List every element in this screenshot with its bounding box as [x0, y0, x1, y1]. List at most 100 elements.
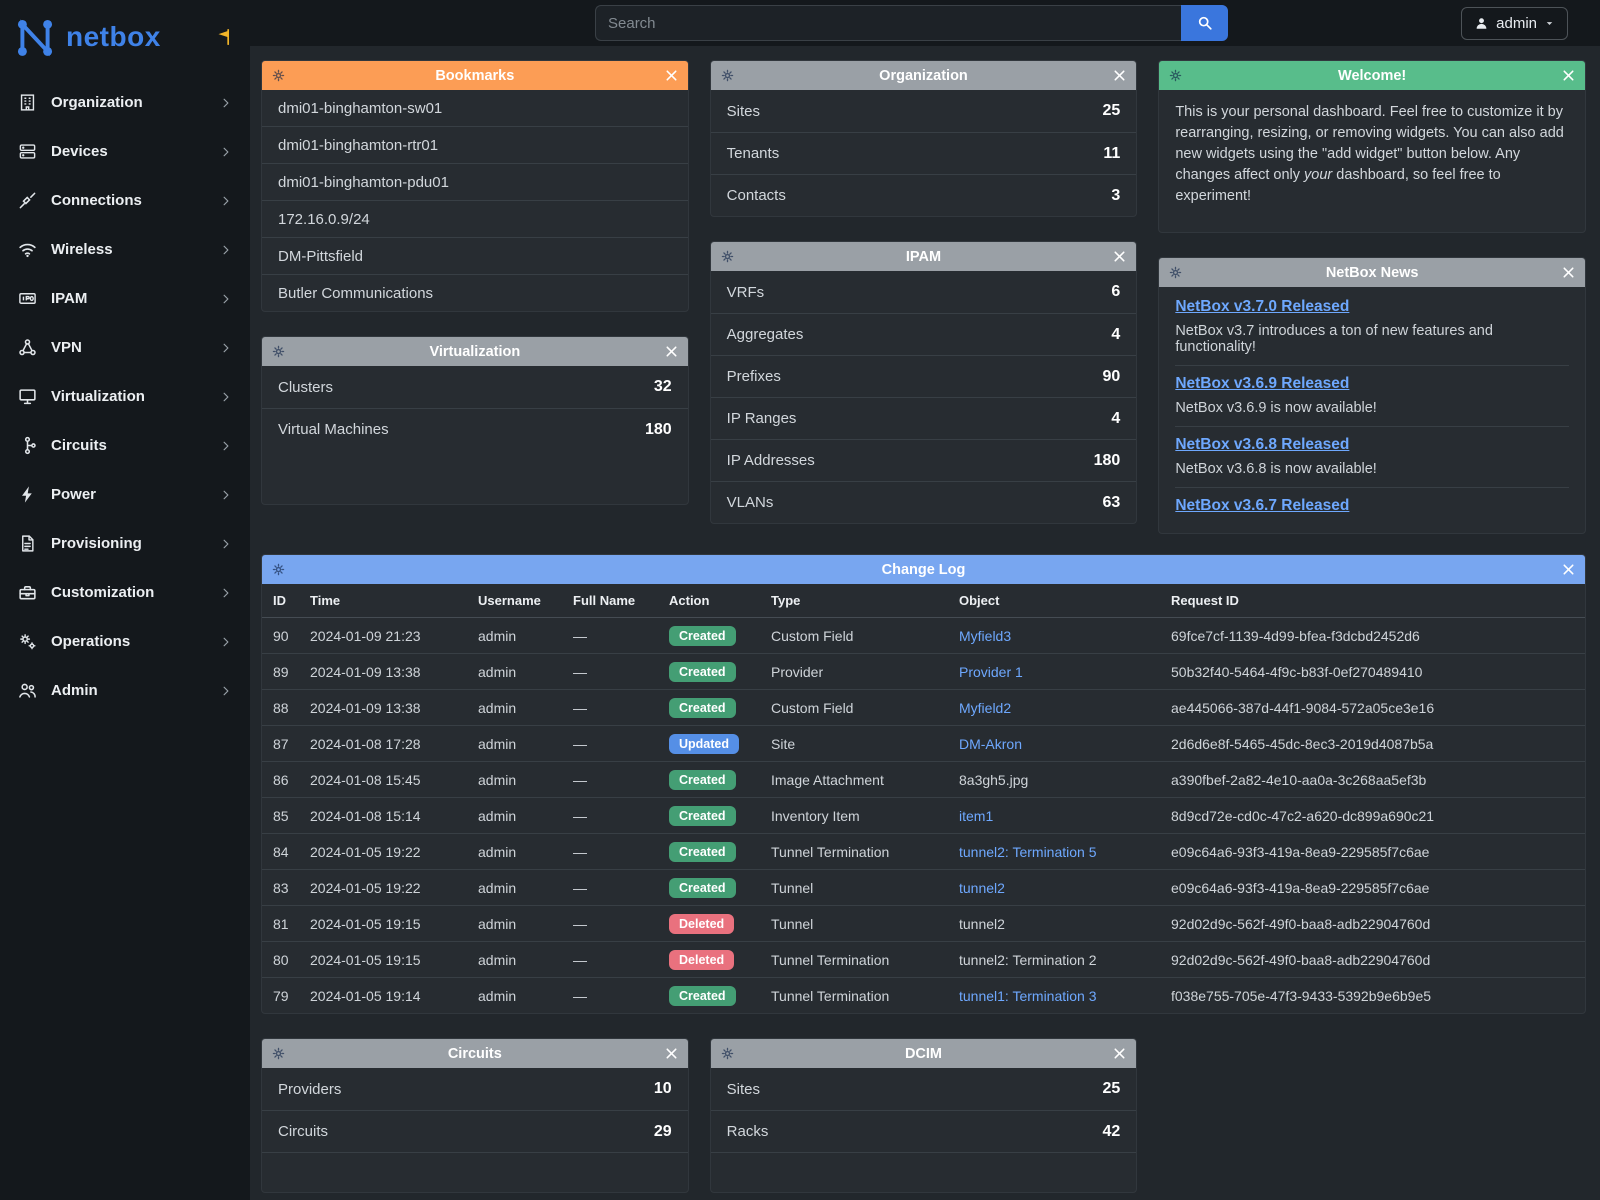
- changelog-id-link[interactable]: 85: [262, 797, 302, 834]
- sidebar-item-virtualization[interactable]: Virtualization: [0, 372, 250, 421]
- gear-icon[interactable]: [271, 344, 286, 359]
- close-icon[interactable]: [664, 344, 679, 359]
- changelog-id-link[interactable]: 79: [262, 977, 302, 1013]
- close-icon[interactable]: [1561, 265, 1576, 280]
- changelog-id-link[interactable]: 88: [262, 689, 302, 726]
- changelog-object[interactable]: tunnel2: [951, 905, 1163, 942]
- sidebar-item-provisioning[interactable]: Provisioning: [0, 519, 250, 568]
- changelog-object[interactable]: item1: [951, 797, 1163, 834]
- changelog-time-link[interactable]: 2024-01-09 21:23: [302, 617, 470, 654]
- changelog-time-link[interactable]: 2024-01-05 19:22: [302, 833, 470, 870]
- stat-label[interactable]: IP Ranges: [726, 410, 797, 427]
- changelog-id-link[interactable]: 84: [262, 833, 302, 870]
- bookmark-item[interactable]: dmi01-binghamton-rtr01: [262, 126, 688, 163]
- bookmark-flag-icon[interactable]: [214, 28, 232, 46]
- changelog-id-link[interactable]: 89: [262, 653, 302, 690]
- gear-icon[interactable]: [1168, 265, 1183, 280]
- changelog-request-id-link[interactable]: 69fce7cf-1139-4d99-bfea-f3dcbd2452d6: [1163, 617, 1585, 654]
- changelog-object[interactable]: 8a3gh5.jpg: [951, 761, 1163, 798]
- sidebar-item-customization[interactable]: Customization: [0, 568, 250, 617]
- sidebar-item-devices[interactable]: Devices: [0, 127, 250, 176]
- changelog-id-link[interactable]: 80: [262, 941, 302, 978]
- gear-icon[interactable]: [271, 1046, 286, 1061]
- sidebar-item-power[interactable]: Power: [0, 470, 250, 519]
- close-icon[interactable]: [1112, 249, 1127, 264]
- sidebar-item-organization[interactable]: Organization: [0, 78, 250, 127]
- changelog-time-link[interactable]: 2024-01-05 19:22: [302, 869, 470, 906]
- changelog-object[interactable]: Myfield3: [951, 617, 1163, 654]
- gear-icon[interactable]: [1168, 68, 1183, 83]
- bookmark-item[interactable]: dmi01-binghamton-sw01: [278, 99, 443, 117]
- stat-label[interactable]: Sites: [726, 102, 761, 120]
- changelog-time-link[interactable]: 2024-01-09 13:38: [302, 689, 470, 726]
- stat-label[interactable]: Providers: [278, 1080, 342, 1098]
- changelog-request-id-link[interactable]: 2d6d6e8f-5465-45dc-8ec3-2019d4087b5a: [1163, 725, 1585, 762]
- news-link[interactable]: NetBox v3.6.9 Released: [1175, 375, 1350, 392]
- changelog-request-id-link[interactable]: e09c64a6-93f3-419a-8ea9-229585f7c6ae: [1163, 869, 1585, 906]
- changelog-request-id-link[interactable]: 92d02d9c-562f-49f0-baa8-adb22904760d: [1163, 905, 1585, 942]
- stat-label[interactable]: VRFs: [726, 283, 765, 301]
- changelog-time-link[interactable]: 2024-01-08 17:28: [302, 725, 470, 762]
- sidebar-item-wireless[interactable]: Wireless: [0, 225, 250, 274]
- changelog-time-link[interactable]: 2024-01-08 15:14: [302, 797, 470, 834]
- changelog-request-id-link[interactable]: a390fbef-2a82-4e10-aa0a-3c268aa5ef3b: [1163, 761, 1585, 798]
- changelog-request-id-link[interactable]: 92d02d9c-562f-49f0-baa8-adb22904760d: [1163, 941, 1585, 978]
- changelog-object[interactable]: Myfield2: [951, 689, 1163, 726]
- stat-label[interactable]: Clusters: [278, 378, 334, 396]
- sidebar-item-operations[interactable]: Operations: [0, 617, 250, 666]
- stat-label[interactable]: Aggregates: [726, 326, 804, 343]
- changelog-id-link[interactable]: 83: [262, 869, 302, 906]
- changelog-object[interactable]: tunnel2: [951, 869, 1163, 906]
- search-input[interactable]: [595, 5, 1181, 41]
- gear-icon[interactable]: [720, 249, 735, 264]
- changelog-object[interactable]: DM-Akron: [951, 725, 1163, 762]
- changelog-request-id-link[interactable]: f038e755-705e-47f3-9433-5392b9e6b9e5: [1163, 977, 1585, 1013]
- changelog-time-link[interactable]: 2024-01-05 19:15: [302, 941, 470, 978]
- gear-icon[interactable]: [271, 68, 286, 83]
- close-icon[interactable]: [664, 1046, 679, 1061]
- bookmark-item[interactable]: DM-Pittsfield: [262, 237, 688, 274]
- stat-label[interactable]: Tenants: [726, 145, 780, 162]
- stat-label[interactable]: Sites: [726, 1080, 761, 1098]
- gear-icon[interactable]: [720, 1046, 735, 1061]
- sidebar-item-connections[interactable]: Connections: [0, 176, 250, 225]
- sidebar-item-admin[interactable]: Admin: [0, 666, 250, 715]
- changelog-id-link[interactable]: 87: [262, 725, 302, 762]
- user-menu-button[interactable]: admin: [1461, 6, 1568, 40]
- sidebar-item-circuits[interactable]: Circuits: [0, 421, 250, 470]
- changelog-request-id-link[interactable]: 8d9cd72e-cd0c-47c2-a620-dc899a690c21: [1163, 797, 1585, 834]
- stat-label[interactable]: Contacts: [726, 187, 786, 204]
- changelog-object[interactable]: tunnel1: Termination 3: [951, 977, 1163, 1013]
- brand[interactable]: netbox: [0, 0, 250, 76]
- stat-label[interactable]: VLANs: [726, 494, 774, 511]
- close-icon[interactable]: [1561, 562, 1576, 577]
- stat-label[interactable]: Racks: [726, 1123, 769, 1140]
- stat-label[interactable]: Circuits: [278, 1123, 329, 1140]
- changelog-object[interactable]: Provider 1: [951, 653, 1163, 690]
- changelog-request-id-link[interactable]: e09c64a6-93f3-419a-8ea9-229585f7c6ae: [1163, 833, 1585, 870]
- changelog-time-link[interactable]: 2024-01-05 19:14: [302, 977, 470, 1013]
- gear-icon[interactable]: [720, 68, 735, 83]
- changelog-request-id-link[interactable]: ae445066-387d-44f1-9084-572a05ce3e16: [1163, 689, 1585, 726]
- gear-icon[interactable]: [271, 562, 286, 577]
- close-icon[interactable]: [1561, 68, 1576, 83]
- stat-label[interactable]: Prefixes: [726, 368, 781, 385]
- sidebar-item-ipam[interactable]: IPAM: [0, 274, 250, 323]
- bookmark-item[interactable]: dmi01-binghamton-pdu01: [262, 163, 688, 200]
- news-link[interactable]: NetBox v3.6.7 Released: [1175, 497, 1350, 514]
- changelog-id-link[interactable]: 86: [262, 761, 302, 798]
- news-link[interactable]: NetBox v3.7.0 Released: [1175, 298, 1350, 315]
- changelog-time-link[interactable]: 2024-01-05 19:15: [302, 905, 470, 942]
- close-icon[interactable]: [664, 68, 679, 83]
- sidebar-item-vpn[interactable]: VPN: [0, 323, 250, 372]
- news-link[interactable]: NetBox v3.6.8 Released: [1175, 436, 1350, 453]
- bookmark-item[interactable]: 172.16.0.9/24: [262, 200, 688, 237]
- changelog-time-link[interactable]: 2024-01-08 15:45: [302, 761, 470, 798]
- bookmark-item[interactable]: Butler Communications: [262, 274, 688, 311]
- changelog-id-link[interactable]: 90: [262, 617, 302, 654]
- changelog-object[interactable]: tunnel2: Termination 2: [951, 941, 1163, 978]
- search-button[interactable]: [1181, 5, 1228, 41]
- stat-label[interactable]: IP Addresses: [726, 452, 815, 469]
- changelog-time-link[interactable]: 2024-01-09 13:38: [302, 653, 470, 690]
- changelog-id-link[interactable]: 81: [262, 905, 302, 942]
